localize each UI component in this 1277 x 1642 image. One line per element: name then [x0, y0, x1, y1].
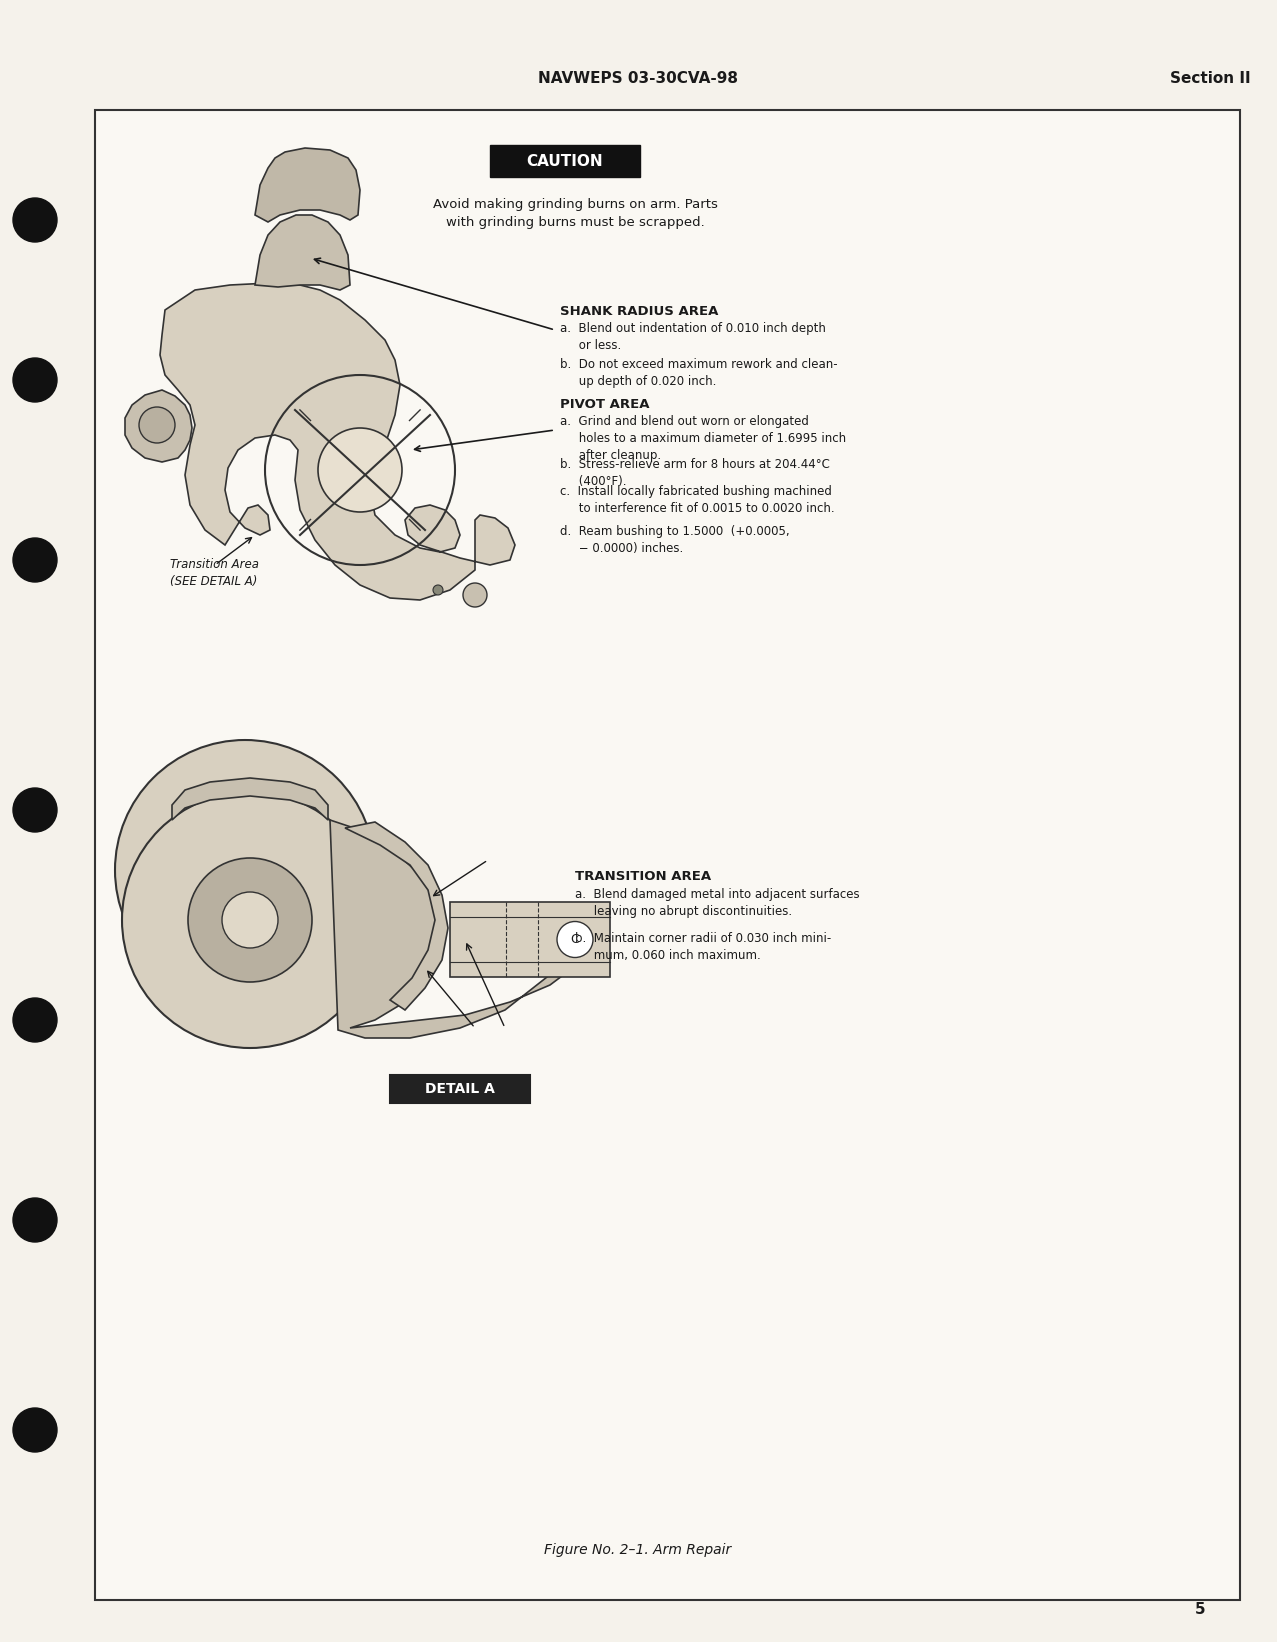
- Circle shape: [139, 407, 175, 443]
- Text: Avoid making grinding burns on arm. Parts
with grinding burns must be scrapped.: Avoid making grinding burns on arm. Part…: [433, 199, 718, 228]
- Circle shape: [13, 788, 57, 832]
- Text: PIVOT AREA: PIVOT AREA: [561, 397, 650, 410]
- Text: SHANK RADIUS AREA: SHANK RADIUS AREA: [561, 305, 719, 319]
- Text: DETAIL A: DETAIL A: [425, 1082, 495, 1095]
- Text: Section II: Section II: [1170, 71, 1250, 85]
- Circle shape: [13, 199, 57, 241]
- Polygon shape: [345, 823, 448, 1010]
- Polygon shape: [160, 282, 515, 599]
- Text: a.  Grind and blend out worn or elongated
     holes to a maximum diameter of 1.: a. Grind and blend out worn or elongated…: [561, 415, 847, 461]
- Bar: [389, 1076, 530, 1103]
- Text: c.  Install locally fabricated bushing machined
     to interference fit of 0.00: c. Install locally fabricated bushing ma…: [561, 484, 835, 516]
- Text: b.  Maintain corner radii of 0.030 inch mini-
     mum, 0.060 inch maximum.: b. Maintain corner radii of 0.030 inch m…: [575, 933, 831, 962]
- Circle shape: [222, 892, 278, 947]
- Circle shape: [123, 791, 378, 1048]
- Circle shape: [557, 921, 593, 957]
- Circle shape: [318, 429, 402, 512]
- Polygon shape: [255, 215, 350, 291]
- Polygon shape: [172, 778, 328, 819]
- Circle shape: [464, 583, 487, 608]
- Text: TRANSITION AREA: TRANSITION AREA: [575, 870, 711, 883]
- Bar: [490, 144, 640, 177]
- Circle shape: [13, 998, 57, 1043]
- Polygon shape: [329, 819, 575, 1038]
- Text: a.  Blend damaged metal into adjacent surfaces
     leaving no abrupt discontinu: a. Blend damaged metal into adjacent sur…: [575, 888, 859, 918]
- Text: d.  Ream bushing to 1.5000  (+0.0005,
     − 0.0000) inches.: d. Ream bushing to 1.5000 (+0.0005, − 0.…: [561, 525, 789, 555]
- Circle shape: [433, 585, 443, 594]
- Text: NAVWEPS 03-30CVA-98: NAVWEPS 03-30CVA-98: [538, 71, 738, 85]
- Bar: [94, 110, 1240, 1599]
- Circle shape: [13, 539, 57, 581]
- Text: b.  Stress-relieve arm for 8 hours at 204.44°C
     (400°F).: b. Stress-relieve arm for 8 hours at 204…: [561, 458, 830, 488]
- Polygon shape: [255, 148, 360, 222]
- Text: b.  Do not exceed maximum rework and clean-
     up depth of 0.020 inch.: b. Do not exceed maximum rework and clea…: [561, 358, 838, 388]
- Circle shape: [13, 1199, 57, 1241]
- Text: 5: 5: [1195, 1603, 1205, 1617]
- Circle shape: [13, 1407, 57, 1452]
- Text: CAUTION: CAUTION: [526, 153, 603, 169]
- Circle shape: [188, 859, 312, 982]
- Polygon shape: [125, 391, 192, 461]
- Text: a.  Blend out indentation of 0.010 inch depth
     or less.: a. Blend out indentation of 0.010 inch d…: [561, 322, 826, 351]
- Text: Figure No. 2–1. Arm Repair: Figure No. 2–1. Arm Repair: [544, 1543, 732, 1557]
- Text: Transition Area
(SEE DETAIL A): Transition Area (SEE DETAIL A): [170, 558, 259, 588]
- Circle shape: [115, 741, 375, 1000]
- Bar: [450, 901, 610, 977]
- Circle shape: [13, 358, 57, 402]
- Text: C: C: [571, 933, 580, 946]
